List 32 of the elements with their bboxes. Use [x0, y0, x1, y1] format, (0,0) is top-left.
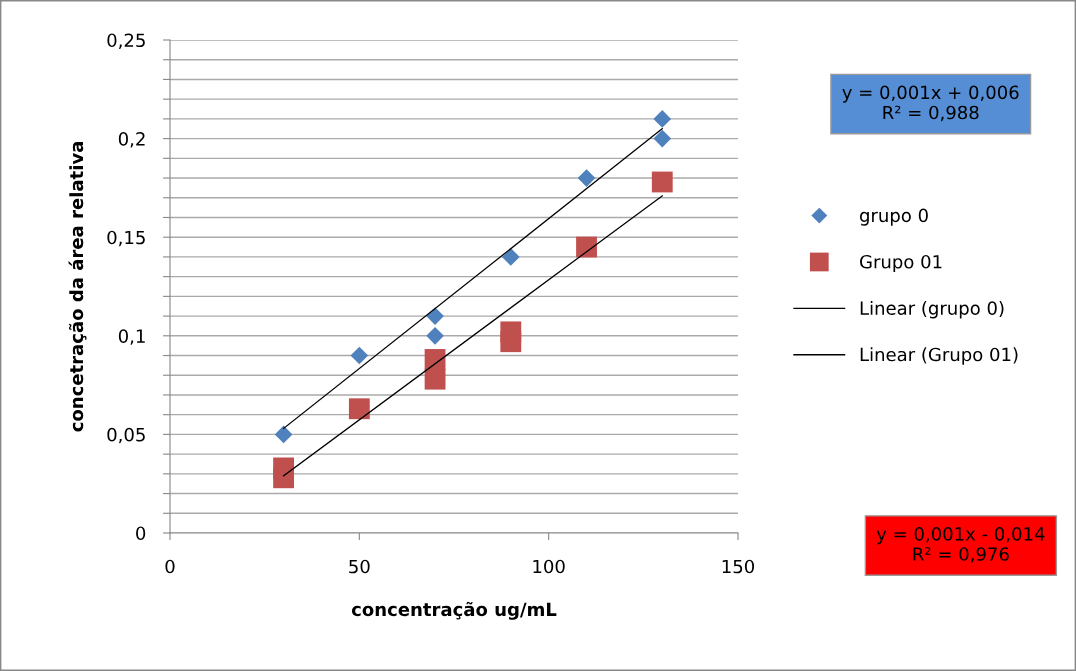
point	[577, 169, 596, 187]
y-tick-label: 0,15	[107, 230, 145, 247]
text: y = 0,001x + 0,006 R² = 0,988	[842, 85, 1019, 122]
point	[653, 110, 672, 128]
legend-label: grupo 0	[860, 208, 928, 226]
point	[350, 346, 369, 365]
point	[424, 368, 446, 390]
x-axis-title: concentração ug/mL	[351, 601, 557, 620]
point	[501, 248, 520, 266]
y-tick-label: 0,1	[118, 329, 145, 345]
y-tick-label: 0,2	[118, 132, 145, 148]
y-tick-label: 0,25	[107, 33, 145, 49]
y-tick-label: 0,05	[107, 427, 145, 444]
point	[653, 129, 672, 148]
legend-label: Linear (Grupo 01)	[860, 347, 1018, 365]
legend-label: Linear (grupo 0)	[860, 300, 1004, 319]
x-tick-label: 150	[722, 559, 755, 574]
y-axis-title: concetração da área relativa	[68, 142, 87, 432]
legend-label: Grupo 01	[860, 254, 942, 273]
x-tick-label: 100	[533, 559, 565, 574]
point	[576, 236, 597, 258]
point	[273, 457, 295, 479]
point	[348, 398, 370, 420]
point	[500, 321, 522, 343]
point	[426, 326, 444, 345]
text: y = 0,001x - 0,014 R² = 0,976	[876, 527, 1045, 563]
point	[274, 425, 293, 444]
x-tick-label: 0	[165, 559, 175, 574]
x-tick-label: 50	[349, 559, 370, 574]
point	[651, 171, 673, 193]
point	[424, 349, 446, 370]
y-tick-label: 0	[136, 526, 146, 541]
